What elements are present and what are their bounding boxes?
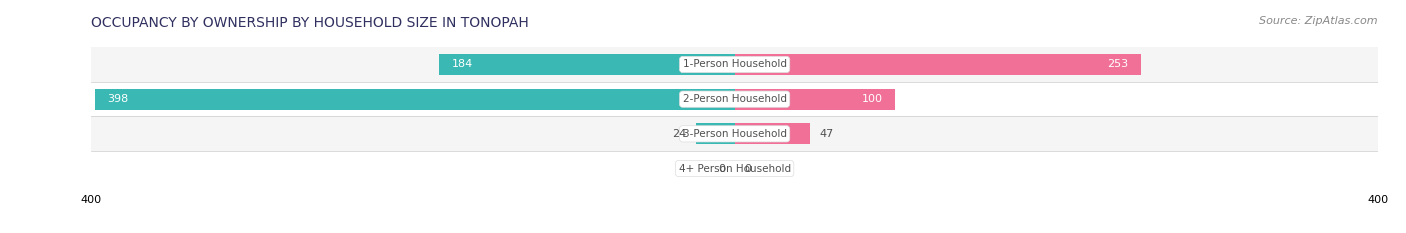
Bar [696,123,734,144]
Text: OCCUPANCY BY OWNERSHIP BY HOUSEHOLD SIZE IN TONOPAH: OCCUPANCY BY OWNERSHIP BY HOUSEHOLD SIZE… [91,16,529,30]
Text: 398: 398 [107,94,129,104]
Text: 3-Person Household: 3-Person Household [683,129,786,139]
Text: 184: 184 [451,59,472,69]
Text: 47: 47 [820,129,834,139]
Text: 4+ Person Household: 4+ Person Household [679,164,790,174]
Bar [734,123,810,144]
Bar [734,89,896,110]
Bar [91,47,1378,82]
Text: 253: 253 [1108,59,1129,69]
Bar [734,54,1142,75]
Bar [91,82,1378,116]
Text: Source: ZipAtlas.com: Source: ZipAtlas.com [1260,16,1378,26]
Bar [91,151,1378,186]
Text: 0: 0 [744,164,751,174]
Text: 1-Person Household: 1-Person Household [683,59,786,69]
Text: 24: 24 [672,129,686,139]
Text: 2-Person Household: 2-Person Household [683,94,786,104]
Text: 100: 100 [862,94,883,104]
Text: 0: 0 [718,164,725,174]
Bar [439,54,734,75]
Bar [91,116,1378,151]
Bar [94,89,734,110]
